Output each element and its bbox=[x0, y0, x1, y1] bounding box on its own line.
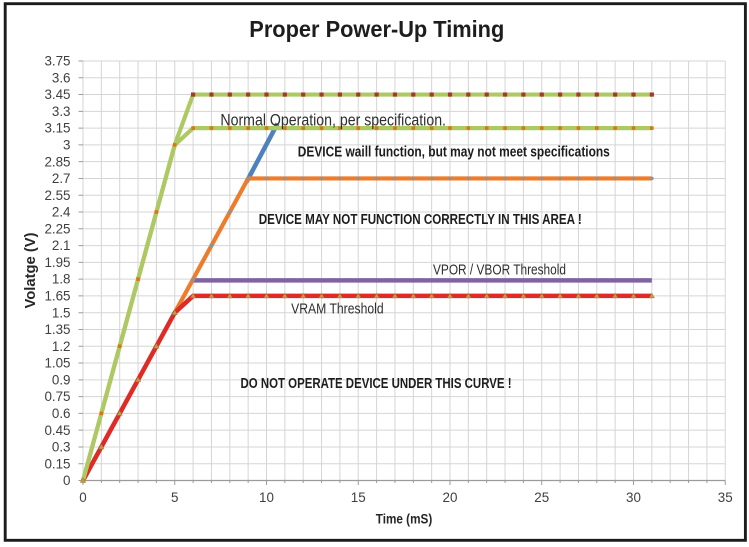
svg-text:Time (mS): Time (mS) bbox=[376, 512, 433, 527]
svg-text:3.15: 3.15 bbox=[44, 121, 70, 136]
svg-text:2.25: 2.25 bbox=[44, 221, 70, 236]
svg-text:3.3: 3.3 bbox=[52, 104, 71, 119]
svg-text:20: 20 bbox=[443, 490, 458, 505]
svg-text:DEVICE MAY NOT FUNCTION CORREC: DEVICE MAY NOT FUNCTION CORRECTLY IN THI… bbox=[259, 212, 582, 228]
svg-text:DO NOT OPERATE DEVICE UNDER TH: DO NOT OPERATE DEVICE UNDER THIS CURVE ! bbox=[241, 376, 512, 392]
svg-text:Proper Power-Up Timing: Proper Power-Up Timing bbox=[249, 16, 504, 42]
svg-text:1.05: 1.05 bbox=[44, 356, 70, 371]
svg-text:3: 3 bbox=[63, 138, 70, 153]
svg-text:3.45: 3.45 bbox=[44, 87, 70, 102]
svg-text:35: 35 bbox=[718, 490, 733, 505]
svg-text:2.7: 2.7 bbox=[52, 171, 71, 186]
svg-text:0: 0 bbox=[79, 490, 86, 505]
svg-text:1.35: 1.35 bbox=[44, 322, 70, 337]
svg-text:1.8: 1.8 bbox=[52, 272, 71, 287]
svg-text:2.55: 2.55 bbox=[44, 188, 70, 203]
svg-text:VRAM Threshold: VRAM Threshold bbox=[291, 300, 384, 317]
svg-text:1.2: 1.2 bbox=[52, 339, 71, 354]
svg-text:10: 10 bbox=[259, 490, 274, 505]
svg-text:3.6: 3.6 bbox=[52, 70, 71, 85]
svg-text:VPOR / VBOR Threshold: VPOR / VBOR Threshold bbox=[433, 262, 566, 279]
svg-text:0.6: 0.6 bbox=[52, 406, 71, 421]
svg-text:Normal Operation, per specific: Normal Operation, per specification. bbox=[220, 111, 446, 130]
svg-text:25: 25 bbox=[534, 490, 549, 505]
svg-text:3.75: 3.75 bbox=[44, 54, 70, 69]
svg-text:1.65: 1.65 bbox=[44, 289, 70, 304]
svg-text:2.4: 2.4 bbox=[52, 205, 71, 220]
svg-text:1.95: 1.95 bbox=[44, 255, 70, 270]
svg-text:5: 5 bbox=[171, 490, 178, 505]
svg-text:DEVICE waill function, but may: DEVICE waill function, but may not meet … bbox=[298, 145, 610, 161]
svg-text:2.1: 2.1 bbox=[52, 238, 71, 253]
svg-text:2.85: 2.85 bbox=[44, 154, 70, 169]
svg-text:1.5: 1.5 bbox=[52, 305, 71, 320]
svg-text:15: 15 bbox=[351, 490, 366, 505]
svg-text:30: 30 bbox=[626, 490, 641, 505]
svg-text:0.75: 0.75 bbox=[44, 389, 70, 404]
svg-text:0.9: 0.9 bbox=[52, 372, 71, 387]
svg-text:0.3: 0.3 bbox=[52, 440, 71, 455]
svg-text:0.15: 0.15 bbox=[44, 456, 70, 471]
svg-text:Volatge (V): Volatge (V) bbox=[22, 233, 39, 309]
svg-text:0.45: 0.45 bbox=[44, 423, 70, 438]
svg-text:0: 0 bbox=[63, 473, 70, 488]
